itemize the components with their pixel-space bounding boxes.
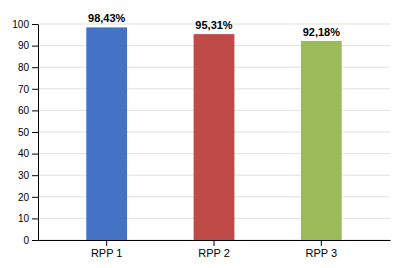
y-tick: 0 [23, 235, 38, 246]
y-tick-label: 40 [18, 148, 30, 159]
y-tick-label: 30 [18, 170, 30, 181]
y-tick: 20 [18, 192, 38, 203]
x-tick-mark [321, 240, 322, 246]
y-tick-mark [32, 154, 38, 155]
y-tick-label: 70 [18, 84, 30, 95]
y-tick: 80 [18, 62, 38, 73]
bar [301, 41, 342, 240]
y-axis: 0 10 20 30 40 50 60 70 80 90 100 [12, 19, 38, 246]
y-tick-mark [32, 46, 38, 47]
bars [86, 27, 341, 240]
data-label: 95,31% [195, 19, 233, 31]
data-labels: 98,43% 95,31% 92,18% [88, 12, 340, 38]
y-tick: 60 [18, 105, 38, 116]
data-label: 92,18% [303, 26, 341, 38]
y-tick-mark [32, 89, 38, 90]
y-tick-mark [32, 24, 38, 25]
grid [38, 24, 390, 240]
y-tick-label: 90 [18, 40, 30, 51]
y-tick-label: 20 [18, 192, 30, 203]
x-tick: RPP 3 [306, 240, 338, 259]
bar [86, 27, 127, 240]
chart-svg: RPP 1 RPP 2 RPP 3 0 10 20 30 40 50 60 70 80 90 100 98,… [0, 0, 404, 268]
x-tick: RPP 1 [91, 240, 123, 259]
y-tick: 100 [12, 19, 38, 30]
y-tick-mark [32, 218, 38, 219]
y-tick: 90 [18, 40, 38, 51]
y-tick-mark [32, 132, 38, 133]
y-tick: 10 [18, 213, 38, 224]
y-tick-mark [32, 240, 38, 241]
data-label: 98,43% [88, 12, 126, 24]
y-tick-mark [32, 67, 38, 68]
y-tick-label: 100 [12, 19, 29, 30]
x-tick-mark [106, 240, 107, 246]
y-tick-label: 80 [18, 62, 30, 73]
y-tick-mark [32, 197, 38, 198]
bar [194, 34, 235, 240]
y-tick-label: 0 [23, 235, 29, 246]
x-tick-mark [214, 240, 215, 246]
y-axis-line [38, 25, 39, 241]
y-tick: 40 [18, 148, 38, 159]
y-tick: 30 [18, 170, 38, 181]
x-tick-label: RPP 2 [198, 247, 230, 259]
y-tick-label: 10 [18, 213, 30, 224]
x-tick-label: RPP 3 [306, 247, 338, 259]
y-tick-mark [32, 110, 38, 111]
plot-area: RPP 1 RPP 2 RPP 3 0 10 20 30 40 50 60 70 80 90 100 98,… [12, 12, 390, 258]
x-tick: RPP 2 [198, 240, 230, 259]
chart-container: RPP 1 RPP 2 RPP 3 0 10 20 30 40 50 60 70 80 90 100 98,… [0, 0, 404, 268]
y-tick: 70 [18, 84, 38, 95]
x-axis: RPP 1 RPP 2 RPP 3 [39, 240, 391, 259]
y-tick: 50 [18, 127, 38, 138]
y-tick-label: 60 [18, 105, 30, 116]
y-tick-label: 50 [18, 127, 30, 138]
x-tick-label: RPP 1 [91, 247, 123, 259]
y-tick-mark [32, 175, 38, 176]
